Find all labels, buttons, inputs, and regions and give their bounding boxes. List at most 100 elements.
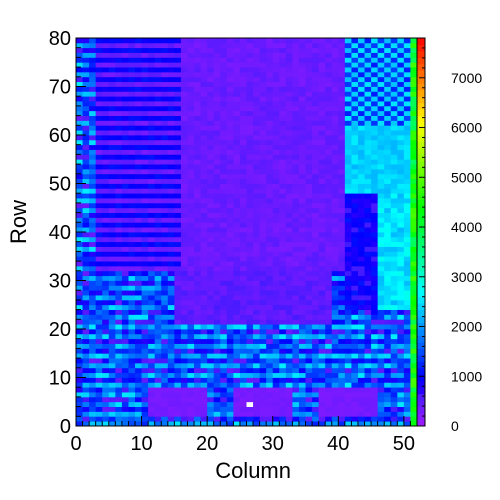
heatmap-cell	[253, 212, 261, 218]
heatmap-cell	[200, 202, 208, 209]
heatmap-cell	[364, 348, 372, 354]
heatmap-cell	[220, 71, 228, 78]
heatmap-cell	[174, 149, 182, 155]
heatmap-cell	[141, 62, 149, 68]
heatmap-cell	[292, 81, 300, 87]
heatmap-cell	[351, 154, 359, 160]
heatmap-cell	[82, 338, 90, 344]
heatmap-cell	[154, 183, 162, 189]
heatmap-cell	[357, 67, 365, 73]
heatmap-cell	[167, 401, 175, 407]
heatmap-cell	[89, 154, 97, 160]
heatmap-cell	[180, 222, 188, 228]
heatmap-cell	[148, 91, 156, 97]
heatmap-cell	[148, 377, 156, 383]
heatmap-cell	[259, 183, 267, 189]
heatmap-cell	[154, 38, 162, 44]
heatmap-cell	[338, 125, 346, 131]
heatmap-cell	[167, 270, 175, 277]
heatmap-cell	[76, 401, 83, 407]
heatmap-cell	[272, 149, 280, 155]
heatmap-cell	[141, 256, 149, 262]
heatmap-cell	[121, 222, 129, 228]
heatmap-cell	[213, 164, 221, 170]
heatmap-cell	[279, 329, 287, 335]
heatmap-cell	[174, 38, 182, 44]
heatmap-cell	[344, 188, 352, 194]
heatmap-cell	[239, 251, 247, 257]
heatmap-cell	[102, 115, 110, 121]
heatmap-cell	[141, 382, 149, 388]
heatmap-cell	[76, 280, 83, 286]
heatmap-cell	[115, 110, 123, 116]
heatmap-cell	[403, 367, 411, 374]
heatmap-cell	[351, 168, 359, 175]
heatmap-cell	[76, 149, 83, 155]
heatmap-cell	[253, 222, 261, 228]
heatmap-cell	[148, 227, 156, 233]
heatmap-cell	[364, 246, 372, 252]
heatmap-cell	[410, 149, 418, 155]
heatmap-cell	[194, 105, 201, 112]
heatmap-cell	[266, 232, 274, 238]
heatmap-cell	[364, 67, 372, 73]
heatmap-cell	[292, 168, 300, 175]
heatmap-cell	[141, 329, 149, 335]
heatmap-cell	[292, 202, 300, 209]
heatmap-cell	[213, 222, 221, 228]
heatmap-cell	[410, 42, 418, 49]
heatmap-cell	[233, 91, 241, 97]
heatmap-cell	[154, 81, 162, 87]
heatmap-cell	[220, 193, 228, 199]
heatmap-cell	[259, 362, 267, 369]
heatmap-cell	[128, 168, 136, 175]
heatmap-cell	[135, 173, 142, 180]
heatmap-cell	[233, 270, 241, 277]
heatmap-cell	[325, 76, 333, 83]
heatmap-cell	[115, 67, 123, 73]
heatmap-cell	[344, 319, 352, 325]
heatmap-cell	[187, 329, 195, 335]
heatmap-cell	[200, 110, 208, 116]
heatmap-cell	[76, 338, 83, 344]
heatmap-cell	[82, 270, 90, 277]
heatmap-cell	[207, 42, 215, 49]
heatmap-cell	[246, 173, 254, 180]
heatmap-cell	[239, 285, 247, 291]
heatmap-cell	[397, 333, 405, 340]
heatmap-cell	[226, 261, 234, 267]
heatmap-cell	[220, 101, 228, 107]
heatmap-cell	[226, 159, 234, 165]
heatmap-cell	[187, 188, 195, 194]
heatmap-cell	[266, 353, 274, 359]
heatmap-cell	[246, 387, 254, 393]
heatmap-cell	[403, 416, 411, 422]
heatmap-cell	[318, 421, 326, 427]
heatmap-cell	[266, 236, 274, 243]
heatmap-cell	[76, 144, 83, 150]
heatmap-cell	[233, 333, 241, 340]
heatmap-cell	[89, 372, 97, 378]
heatmap-cell	[364, 207, 372, 213]
heatmap-cell	[285, 130, 293, 136]
heatmap-cell	[298, 188, 306, 194]
heatmap-cell	[128, 91, 136, 97]
heatmap-cell	[318, 212, 326, 218]
heatmap-cell	[82, 86, 90, 92]
heatmap-cell	[397, 86, 405, 92]
heatmap-cell	[154, 246, 162, 252]
heatmap-cell	[102, 270, 110, 277]
heatmap-cell	[128, 57, 136, 63]
heatmap-cell	[174, 47, 182, 53]
heatmap-cell	[239, 57, 247, 63]
heatmap-cell	[331, 353, 339, 359]
y-tick-label: 40	[49, 222, 71, 244]
heatmap-cell	[135, 309, 142, 315]
heatmap-cell	[220, 319, 228, 325]
heatmap-cell	[174, 411, 182, 417]
heatmap-cell	[76, 387, 83, 393]
heatmap-cell	[89, 130, 97, 136]
heatmap-cell	[357, 304, 365, 310]
heatmap-cell	[325, 246, 333, 252]
colorbar-swatch	[417, 290, 425, 298]
